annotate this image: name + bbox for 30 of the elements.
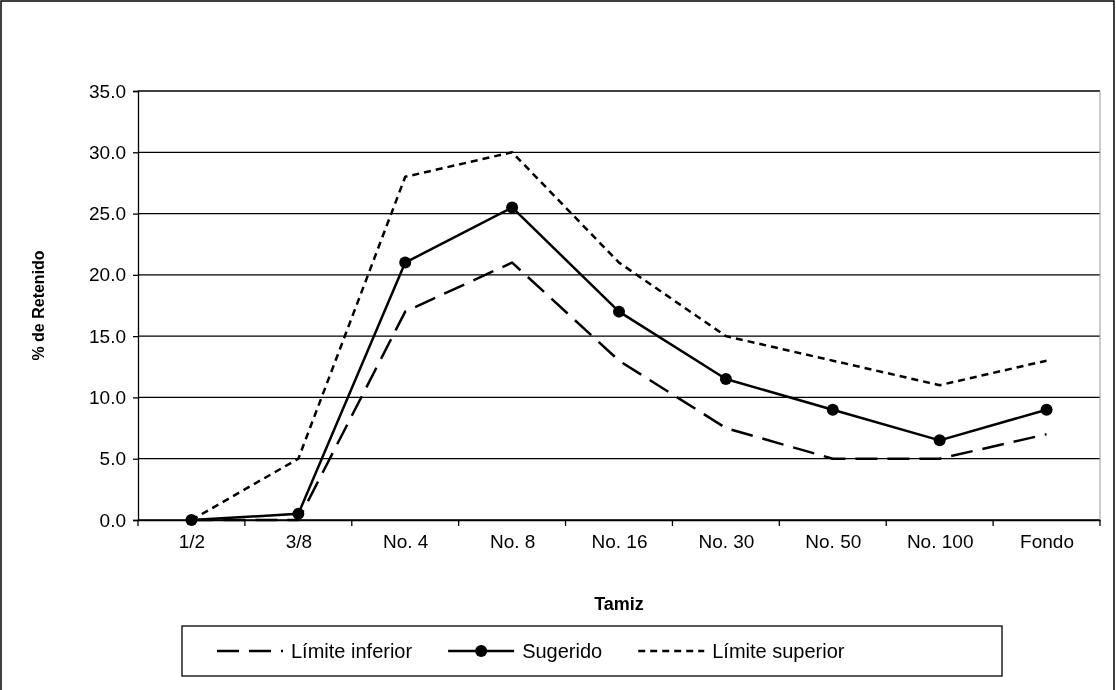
y-tick-label: 5.0 <box>99 448 126 470</box>
legend-label: Sugerido <box>522 640 603 662</box>
point <box>1040 403 1053 416</box>
x-tick-label: No. 50 <box>805 530 862 552</box>
y-axis-title: % de Retenido <box>30 250 47 361</box>
x-tick-label: No. 16 <box>591 530 648 552</box>
point <box>826 403 839 416</box>
x-tick-label: 3/8 <box>285 530 313 552</box>
point <box>399 256 412 269</box>
x-tick-label: No. 100 <box>906 530 974 552</box>
legend-label: Límite superior <box>712 640 845 662</box>
x-axis-title: Tamiz <box>594 594 644 614</box>
x-tick-label: Fondo <box>1020 530 1074 552</box>
y-tick-label: 20.0 <box>89 264 126 286</box>
y-tick-label: 30.0 <box>89 141 126 163</box>
y-tick-label: 10.0 <box>89 387 126 409</box>
legend-label: Límite inferior <box>291 640 413 662</box>
y-tick-label: 25.0 <box>89 203 126 225</box>
point <box>933 434 946 447</box>
y-tick-label: 15.0 <box>89 325 126 347</box>
x-tick-label: No. 8 <box>489 530 536 552</box>
x-tick-label: No. 4 <box>383 530 429 552</box>
point <box>506 201 519 214</box>
y-tick-label: 35.0 <box>89 80 126 102</box>
x-tick-label: No. 30 <box>698 530 755 552</box>
point <box>719 373 732 386</box>
y-tick-label: 0.0 <box>99 509 126 531</box>
x-tick-label: 1/2 <box>178 530 206 552</box>
point <box>292 507 305 520</box>
point <box>613 305 625 318</box>
